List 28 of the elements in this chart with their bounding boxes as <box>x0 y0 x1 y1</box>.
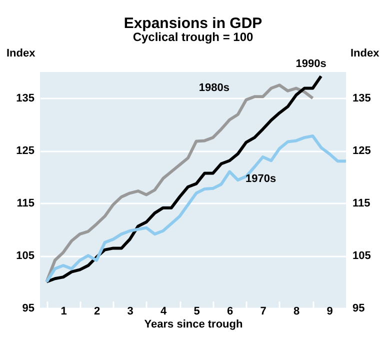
x-tick-label: 7 <box>260 306 266 318</box>
y2-tick-label: 105 <box>352 250 371 262</box>
x-tick-label: 6 <box>227 306 234 318</box>
y2-tick-label: 115 <box>352 198 370 210</box>
y-tick-label: 125 <box>16 145 34 158</box>
x-tick-label: 2 <box>94 306 100 318</box>
y-tick-label: 95 <box>22 302 34 314</box>
x-tick-label: 3 <box>127 306 134 318</box>
y-tick-label: 135 <box>16 92 34 105</box>
y2-axis-title: Index <box>350 48 380 60</box>
x-tick-label: 1 <box>60 306 67 318</box>
y2-tick-label: 135 <box>352 92 371 105</box>
y-axis-title: Index <box>6 48 36 60</box>
y2-tick-label: 95 <box>352 302 365 314</box>
chart-title: Expansions in GDP <box>124 15 262 32</box>
y2-tick-label: 125 <box>352 145 371 158</box>
x-tick-label: 8 <box>294 306 300 318</box>
x-tick-label: 4 <box>160 306 168 318</box>
x-tick-label: 9 <box>326 306 333 318</box>
x-axis-title: Years since trough <box>144 318 243 330</box>
y-tick-label: 115 <box>16 198 34 210</box>
series-label: 1990s <box>296 58 326 70</box>
chart-subtitle: Cyclical trough = 100 <box>132 30 254 44</box>
series-label: 1970s <box>246 172 276 185</box>
y-tick-label: 105 <box>16 250 34 262</box>
line-series <box>45 134 346 284</box>
series-label: 1980s <box>198 82 230 94</box>
x-tick-label: 5 <box>194 306 200 318</box>
